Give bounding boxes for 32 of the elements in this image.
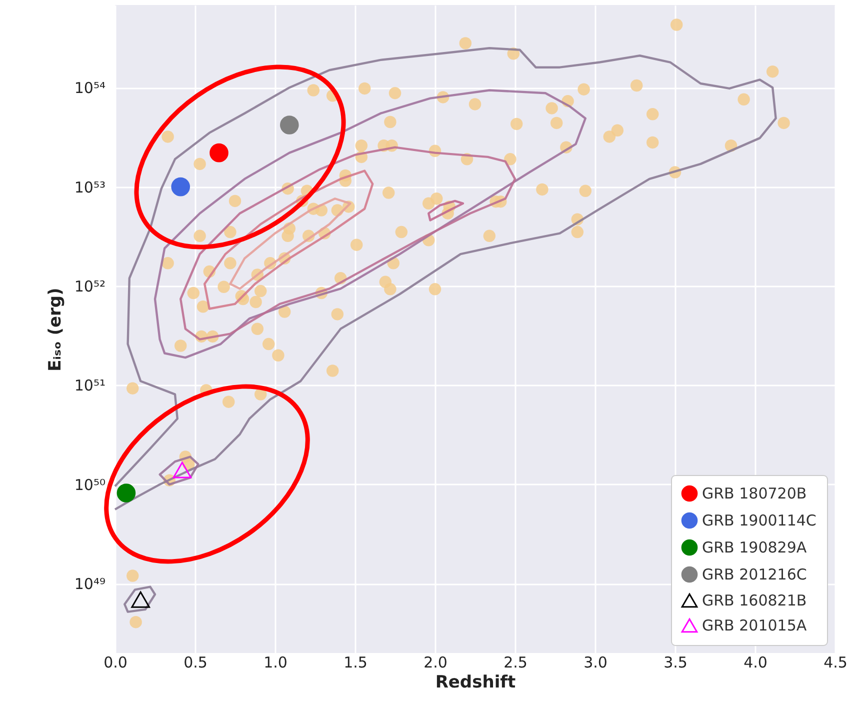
point (280, 116, 299, 134)
line-series (154, 89, 586, 359)
x-tick-label: 0.0 (104, 654, 128, 672)
x-tick-label: 0.5 (184, 654, 208, 672)
line-series (124, 586, 156, 613)
point (171, 177, 190, 196)
y-tick-label: 10⁵⁰ (74, 476, 106, 494)
x-tick-label: 2.5 (504, 654, 528, 672)
point (210, 143, 228, 162)
x-axis-title: Redshift (435, 672, 516, 692)
legend-label: GRB 160821B (702, 592, 807, 610)
y-tick-label: 10⁵³ (74, 178, 106, 196)
point (131, 591, 150, 608)
legend-label: GRB 201216C (702, 566, 807, 584)
y-tick-label: 10⁴⁹ (74, 575, 106, 594)
point (172, 462, 192, 478)
legend-label: GRB 180720B (702, 484, 807, 502)
x-tick-label: 1.0 (264, 654, 288, 672)
y-axis-title: Eᵢₛₒ (erg) (45, 288, 66, 372)
legend-label: GRB 1900114C (702, 512, 816, 530)
x-tick-label: 3.0 (584, 654, 608, 672)
x-tick-label: 4.0 (744, 654, 768, 672)
y-tick-label: 10⁵² (74, 278, 106, 296)
x-tick-label: 4.5 (824, 654, 848, 672)
x-tick-label: 1.5 (344, 654, 368, 672)
point (116, 484, 136, 502)
y-tick-label: 10⁵⁴ (74, 79, 106, 98)
x-tick-label: 3.5 (664, 654, 688, 672)
legend-label: GRB 190829A (702, 538, 808, 556)
legend-label: GRB 201015A (702, 616, 808, 634)
x-tick-label: 2.0 (424, 654, 448, 672)
y-tick-label: 10⁵¹ (74, 376, 106, 395)
